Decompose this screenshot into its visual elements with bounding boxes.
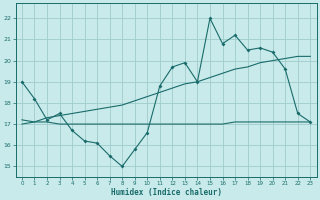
X-axis label: Humidex (Indice chaleur): Humidex (Indice chaleur): [111, 188, 221, 197]
